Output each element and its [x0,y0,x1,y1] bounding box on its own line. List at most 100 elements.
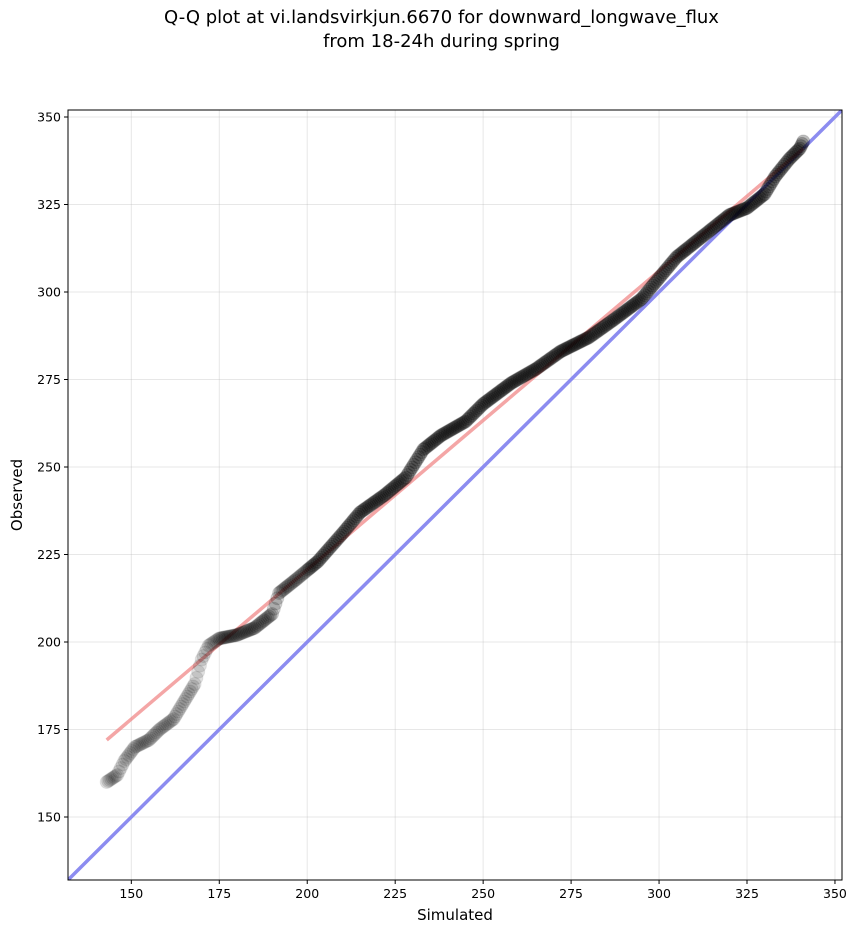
qq-point [255,614,270,629]
qq-point [315,548,330,563]
qq-point [158,717,173,732]
qq-point [628,296,643,311]
qq-point [722,208,737,222]
qq-point [135,736,150,751]
qq-point [617,304,632,319]
qq-point [166,712,181,726]
qq-point [684,238,699,253]
qq-point [387,479,402,494]
qq-point [629,295,644,310]
qq-point [548,348,563,362]
qq-point [743,198,758,213]
qq-point [656,265,671,280]
qq-point [419,439,434,454]
qq-point [129,739,144,754]
qq-point [217,630,232,645]
qq-point [482,392,497,407]
qq-point [631,294,646,309]
y-tick-label: 275 [37,372,61,387]
qq-point [296,566,311,581]
qq-point [400,467,415,482]
x-tick-label: 325 [735,886,759,901]
qq-point [519,367,534,382]
qq-point [250,618,265,633]
qq-point [234,626,249,641]
qq-point [228,628,243,643]
qq-point [380,485,395,500]
y-tick-label: 200 [37,635,61,650]
qq-point [730,204,745,219]
qq-point [573,334,588,349]
qq-point [448,420,463,435]
qq-point [210,632,225,647]
x-axis-label: Simulated [417,906,493,924]
qq-point [644,280,659,295]
qq-point [443,422,458,437]
qq-point [768,169,783,184]
qq-point [215,630,230,645]
qq-point [445,421,460,436]
qq-point [782,152,797,166]
qq-point [361,499,376,514]
qq-point [771,165,786,180]
qq-point [626,297,641,312]
qq-point [525,363,540,378]
qq-point [468,404,483,419]
chart-title-line-1: Q-Q plot at vi.landsvirkjun.6670 for dow… [164,7,719,28]
qq-point [578,332,593,347]
qq-point [777,157,792,172]
qq-point [471,401,486,416]
qq-point [581,330,596,345]
qq-point [429,432,444,447]
qq-point [384,482,399,497]
qq-point [209,633,224,648]
qq-point [304,559,319,574]
qq-point [272,586,287,600]
qq-point [366,496,381,511]
qq-point [672,247,687,262]
qq-point [447,421,462,436]
qq-point [440,424,455,439]
qq-point [542,352,557,367]
qq-point [637,288,652,303]
qq-point [570,335,585,350]
qq-point [504,376,519,390]
qq-point [206,635,221,650]
qq-point [607,311,622,326]
qq-point [257,613,272,628]
qq-point [496,381,511,396]
qq-point [191,664,206,679]
qq-point [724,207,739,222]
qq-point [714,214,729,229]
qq-point [762,179,777,194]
qq-point [276,582,291,597]
qq-point [377,488,392,502]
qq-point [485,390,500,404]
qq-point [178,692,193,706]
qq-point [540,353,555,368]
qq-point [341,518,356,533]
qq-point [746,195,761,210]
qq-point [530,360,545,375]
qq-point [130,738,145,753]
qq-point [118,752,133,766]
qq-point [634,292,649,306]
qq-point [120,750,135,764]
qq-point [183,684,198,699]
qq-point [189,670,204,685]
qq-point [328,533,343,548]
qq-point [108,769,123,783]
qq-point [780,153,795,168]
qq-point [393,474,408,489]
qq-point [612,308,627,323]
qq-point [720,209,735,224]
qq-point [319,545,333,560]
qq-point [354,504,369,519]
qq-point [669,250,684,264]
qq-point [555,343,570,358]
qq-point [245,621,260,636]
qq-point [660,261,675,276]
qq-point [252,617,267,632]
qq-point [371,492,386,507]
qq-point [105,771,120,785]
